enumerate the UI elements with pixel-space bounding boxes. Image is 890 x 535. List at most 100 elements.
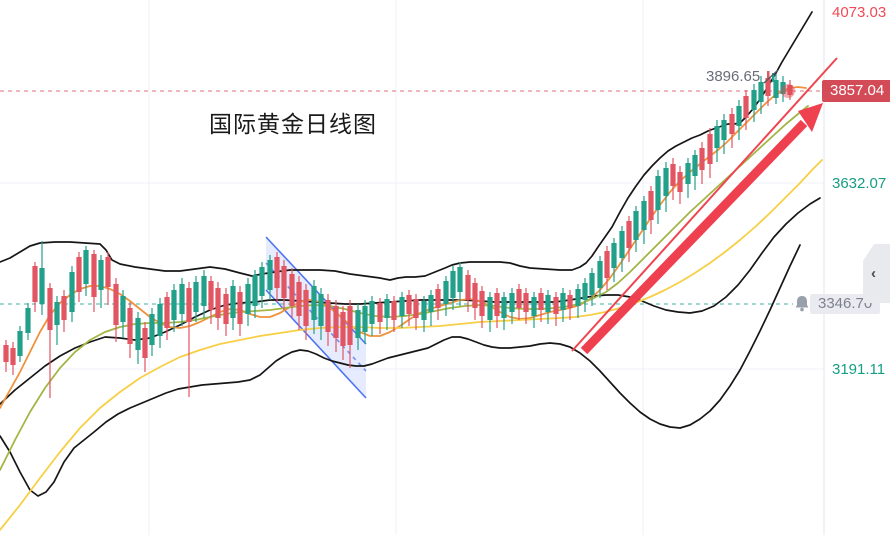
candle-body — [479, 291, 485, 316]
trendline[interactable] — [571, 57, 838, 352]
alert-price-label[interactable]: 3346.70 — [810, 294, 881, 314]
candle-body — [597, 261, 603, 288]
candle-body — [318, 294, 324, 326]
candle-body — [450, 271, 456, 298]
candle-body — [252, 275, 258, 306]
candle-body — [105, 257, 111, 287]
candle-body — [223, 294, 229, 324]
candle-body — [69, 272, 75, 312]
candle-body — [472, 283, 478, 308]
candle-body — [10, 348, 16, 365]
candle-body — [311, 286, 317, 320]
ma-mid-olive-line — [0, 105, 809, 471]
candle-body — [120, 296, 126, 322]
candle-body — [780, 82, 786, 94]
candle-body — [267, 260, 273, 290]
candle-body — [751, 90, 757, 110]
candle-body — [113, 284, 119, 325]
candle-body — [663, 168, 669, 196]
candle-body — [406, 295, 412, 314]
high-price-value: 3896.65 — [706, 68, 761, 85]
candle-body — [626, 221, 632, 248]
candle-body — [611, 243, 617, 268]
candle-body — [215, 288, 221, 318]
candle-body — [186, 288, 192, 322]
candle-body — [501, 297, 507, 318]
candle-body — [83, 250, 89, 284]
candle-body — [582, 283, 588, 300]
trend-arrow-body[interactable] — [580, 119, 808, 355]
candle-body — [3, 345, 9, 362]
candle-body — [54, 302, 60, 325]
candle-body — [428, 295, 434, 312]
candle-body — [560, 293, 566, 310]
candle-body — [384, 299, 390, 318]
candle-body — [677, 172, 683, 192]
candle-body — [736, 106, 742, 126]
candle-body — [545, 295, 551, 312]
candle-body — [171, 290, 177, 320]
candle-body — [32, 266, 38, 302]
candle-body — [193, 282, 199, 312]
candle-body — [699, 148, 705, 170]
candle-body — [142, 328, 148, 358]
chart-title: 国际黄金日线图 — [209, 111, 377, 137]
candle-body — [98, 260, 104, 290]
candle-body — [76, 257, 82, 292]
candle-body — [281, 266, 287, 298]
candle-body — [208, 281, 214, 310]
candle-body — [670, 164, 676, 186]
candle-body — [787, 85, 793, 95]
candle-body — [413, 299, 419, 318]
candle-body — [39, 268, 45, 304]
candle-body — [259, 267, 265, 296]
candle-body — [487, 297, 493, 320]
candle-body — [648, 191, 654, 220]
chevron-left-icon[interactable]: ‹ — [871, 265, 876, 282]
candle-body — [399, 297, 405, 316]
candle-body — [25, 308, 31, 333]
ma-slow-yellow-line — [0, 159, 823, 531]
candle-body — [340, 312, 346, 346]
candle-body — [531, 297, 537, 316]
axis-label-4073: 4073.03 — [832, 4, 887, 21]
candle-body — [465, 275, 471, 300]
candle-body — [743, 96, 749, 118]
candle-body — [164, 297, 170, 328]
candle-body — [685, 163, 691, 184]
candle-body — [237, 292, 243, 324]
axis-label-3632: 3632.07 — [832, 175, 887, 192]
current-price-label: 3857.04 — [822, 80, 890, 102]
candle-body — [127, 308, 133, 344]
candle-body — [391, 301, 397, 320]
candle-body — [179, 284, 185, 314]
candle-body — [303, 290, 309, 326]
candle-body — [729, 114, 735, 134]
candle-body — [325, 300, 331, 332]
candle-body — [538, 293, 544, 310]
trend-arrow-head[interactable] — [798, 103, 823, 132]
candle-body — [758, 82, 764, 102]
candle-body — [435, 289, 441, 308]
candle-body — [149, 314, 155, 345]
candle-body — [516, 289, 522, 308]
candle-body — [714, 126, 720, 148]
axis-label-3191: 3191.11 — [832, 361, 886, 378]
candle-body — [567, 295, 573, 308]
candle-body — [457, 267, 463, 292]
candle-body — [773, 80, 779, 98]
mini-candles-icon — [763, 69, 779, 84]
candle-body — [377, 303, 383, 322]
candle-body — [17, 331, 23, 356]
panel-collapse-tab[interactable]: ‹ — [862, 243, 890, 303]
candle-body — [641, 201, 647, 230]
candle-body — [369, 301, 375, 324]
alert-bell-icon[interactable] — [792, 293, 812, 315]
candle-body — [721, 120, 727, 140]
candle-body — [333, 306, 339, 338]
candle-body — [619, 231, 625, 258]
candle-body — [765, 78, 771, 96]
candle-body — [289, 274, 295, 306]
candle-body — [230, 286, 236, 318]
